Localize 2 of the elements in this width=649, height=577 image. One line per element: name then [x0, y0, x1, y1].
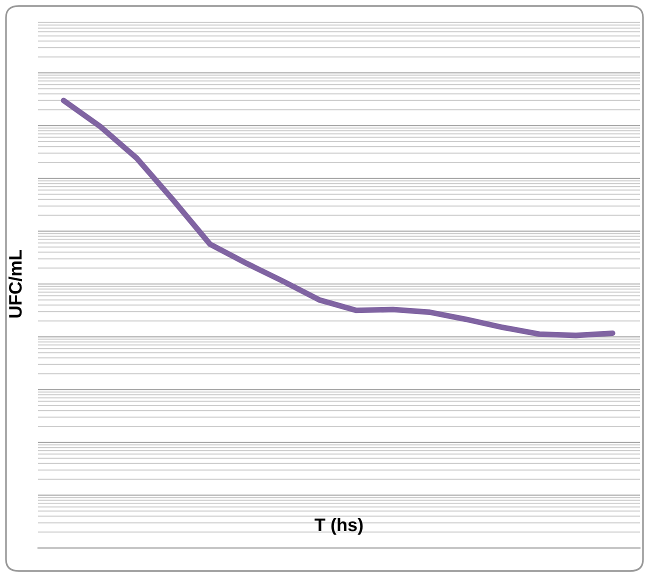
y-axis-title: UFC/mL [8, 250, 22, 318]
x-axis-title: T (hs) [314, 518, 363, 535]
